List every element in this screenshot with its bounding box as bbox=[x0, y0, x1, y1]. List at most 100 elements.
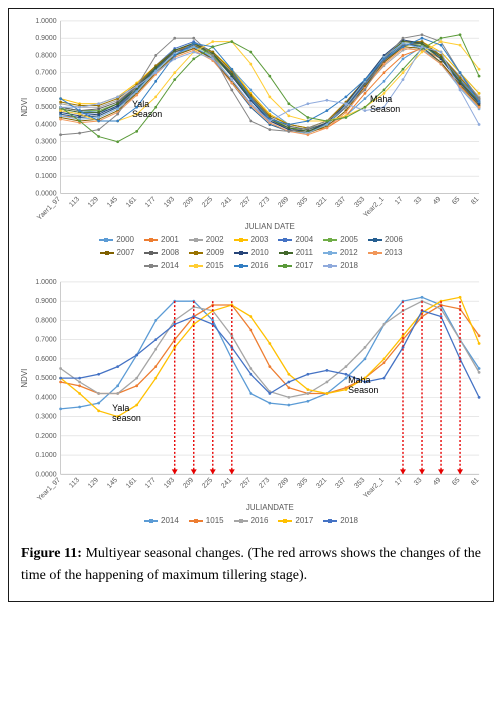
svg-text:257: 257 bbox=[239, 477, 252, 490]
svg-text:0.7000: 0.7000 bbox=[35, 70, 56, 77]
svg-text:season: season bbox=[112, 413, 141, 423]
legend-item: 2017 bbox=[278, 516, 313, 525]
svg-text:Yala: Yala bbox=[132, 99, 149, 109]
svg-text:81: 81 bbox=[470, 196, 481, 207]
legend-item: 2001 bbox=[144, 235, 179, 244]
legend-item: 2000 bbox=[99, 235, 134, 244]
svg-text:321: 321 bbox=[315, 196, 328, 209]
svg-text:289: 289 bbox=[277, 196, 290, 209]
svg-text:81: 81 bbox=[470, 477, 481, 488]
legend-item: 2003 bbox=[234, 235, 269, 244]
svg-text:0.7000: 0.7000 bbox=[35, 337, 56, 344]
top-legend: 2000200120022003200420052006200720082009… bbox=[13, 231, 489, 274]
svg-text:273: 273 bbox=[258, 196, 271, 209]
svg-text:113: 113 bbox=[68, 477, 81, 490]
svg-text:257: 257 bbox=[239, 196, 252, 209]
legend-item: 2011 bbox=[279, 248, 313, 257]
svg-text:JULIAN DATE: JULIAN DATE bbox=[245, 222, 295, 231]
legend-item: 2018 bbox=[323, 516, 358, 525]
svg-text:0.2000: 0.2000 bbox=[35, 156, 56, 163]
svg-text:65: 65 bbox=[451, 477, 462, 488]
svg-text:209: 209 bbox=[182, 196, 195, 209]
svg-text:273: 273 bbox=[258, 477, 271, 490]
top-chart-svg: 0.00000.10000.20000.30000.40000.50000.60… bbox=[13, 13, 489, 231]
svg-text:0.4000: 0.4000 bbox=[35, 395, 56, 402]
svg-text:Year2_1: Year2_1 bbox=[362, 477, 385, 500]
svg-text:Yala: Yala bbox=[112, 403, 129, 413]
legend-item: 2012 bbox=[323, 248, 358, 257]
svg-text:Season: Season bbox=[370, 104, 400, 114]
bottom-legend: 20141015201620172018 bbox=[13, 512, 489, 529]
svg-text:305: 305 bbox=[296, 196, 309, 209]
legend-item: 2004 bbox=[278, 235, 313, 244]
svg-text:353: 353 bbox=[353, 477, 366, 490]
svg-text:161: 161 bbox=[125, 477, 138, 490]
legend-item: 2015 bbox=[189, 261, 224, 270]
legend-item: 2006 bbox=[368, 235, 403, 244]
legend-item: 2014 bbox=[144, 516, 179, 525]
svg-text:0.3000: 0.3000 bbox=[35, 414, 56, 421]
bottom-chart: 0.00000.10000.20000.30000.40000.50000.60… bbox=[13, 274, 489, 512]
svg-text:177: 177 bbox=[144, 196, 157, 209]
legend-item: 2014 bbox=[144, 261, 179, 270]
svg-text:129: 129 bbox=[87, 196, 100, 209]
svg-text:0.6000: 0.6000 bbox=[35, 356, 56, 363]
svg-text:145: 145 bbox=[106, 477, 119, 490]
svg-text:241: 241 bbox=[220, 477, 233, 490]
legend-item: 1015 bbox=[189, 516, 224, 525]
svg-text:Year1_97: Year1_97 bbox=[36, 477, 62, 503]
svg-text:209: 209 bbox=[182, 477, 195, 490]
figure-caption: Figure 11: Multiyear seasonal changes. (… bbox=[13, 529, 489, 596]
svg-text:0.0000: 0.0000 bbox=[35, 190, 56, 197]
svg-text:0.3000: 0.3000 bbox=[35, 139, 56, 146]
svg-text:0.6000: 0.6000 bbox=[35, 87, 56, 94]
svg-text:17: 17 bbox=[394, 196, 405, 207]
svg-text:33: 33 bbox=[413, 477, 424, 488]
legend-item: 2005 bbox=[323, 235, 358, 244]
svg-text:0.8000: 0.8000 bbox=[35, 318, 56, 325]
svg-text:0.0000: 0.0000 bbox=[35, 471, 56, 478]
legend-item: 2017 bbox=[278, 261, 313, 270]
svg-text:0.8000: 0.8000 bbox=[35, 52, 56, 59]
legend-item: 2008 bbox=[144, 248, 179, 257]
svg-text:337: 337 bbox=[334, 196, 347, 209]
caption-label: Figure 11: bbox=[21, 546, 82, 561]
svg-text:JULIANDATE: JULIANDATE bbox=[246, 503, 294, 512]
svg-text:0.9000: 0.9000 bbox=[35, 35, 56, 42]
svg-text:1.0000: 1.0000 bbox=[35, 18, 56, 25]
svg-text:193: 193 bbox=[163, 196, 176, 209]
svg-text:0.5000: 0.5000 bbox=[35, 104, 56, 111]
legend-item: 2009 bbox=[189, 248, 224, 257]
svg-text:Maha: Maha bbox=[348, 375, 370, 385]
svg-text:17: 17 bbox=[394, 477, 405, 488]
svg-text:113: 113 bbox=[68, 196, 81, 209]
svg-text:49: 49 bbox=[432, 477, 443, 488]
svg-text:225: 225 bbox=[201, 477, 214, 490]
svg-text:225: 225 bbox=[201, 196, 214, 209]
legend-item: 2013 bbox=[368, 248, 403, 257]
svg-text:337: 337 bbox=[334, 477, 347, 490]
legend-item: 2018 bbox=[323, 261, 358, 270]
svg-text:49: 49 bbox=[432, 196, 443, 207]
caption-text: Multiyear seasonal changes. (The red arr… bbox=[21, 546, 481, 583]
svg-text:0.2000: 0.2000 bbox=[35, 433, 56, 440]
svg-text:129: 129 bbox=[87, 477, 100, 490]
svg-text:353: 353 bbox=[353, 196, 366, 209]
svg-text:0.1000: 0.1000 bbox=[35, 452, 56, 459]
svg-text:241: 241 bbox=[220, 196, 233, 209]
svg-text:Year2_1: Year2_1 bbox=[362, 196, 385, 219]
svg-text:1.0000: 1.0000 bbox=[35, 279, 56, 286]
svg-text:193: 193 bbox=[163, 477, 176, 490]
svg-text:NDVI: NDVI bbox=[20, 98, 29, 117]
svg-text:0.9000: 0.9000 bbox=[35, 298, 56, 305]
svg-text:33: 33 bbox=[413, 196, 424, 207]
svg-text:Season: Season bbox=[132, 109, 162, 119]
legend-item: 2010 bbox=[234, 248, 269, 257]
svg-text:Yaer1_97: Yaer1_97 bbox=[36, 196, 62, 222]
top-chart: 0.00000.10000.20000.30000.40000.50000.60… bbox=[13, 13, 489, 231]
svg-text:177: 177 bbox=[144, 477, 157, 490]
svg-text:145: 145 bbox=[106, 196, 119, 209]
legend-item: 2007 bbox=[100, 248, 135, 257]
svg-text:161: 161 bbox=[125, 196, 138, 209]
bottom-chart-svg: 0.00000.10000.20000.30000.40000.50000.60… bbox=[13, 274, 489, 512]
